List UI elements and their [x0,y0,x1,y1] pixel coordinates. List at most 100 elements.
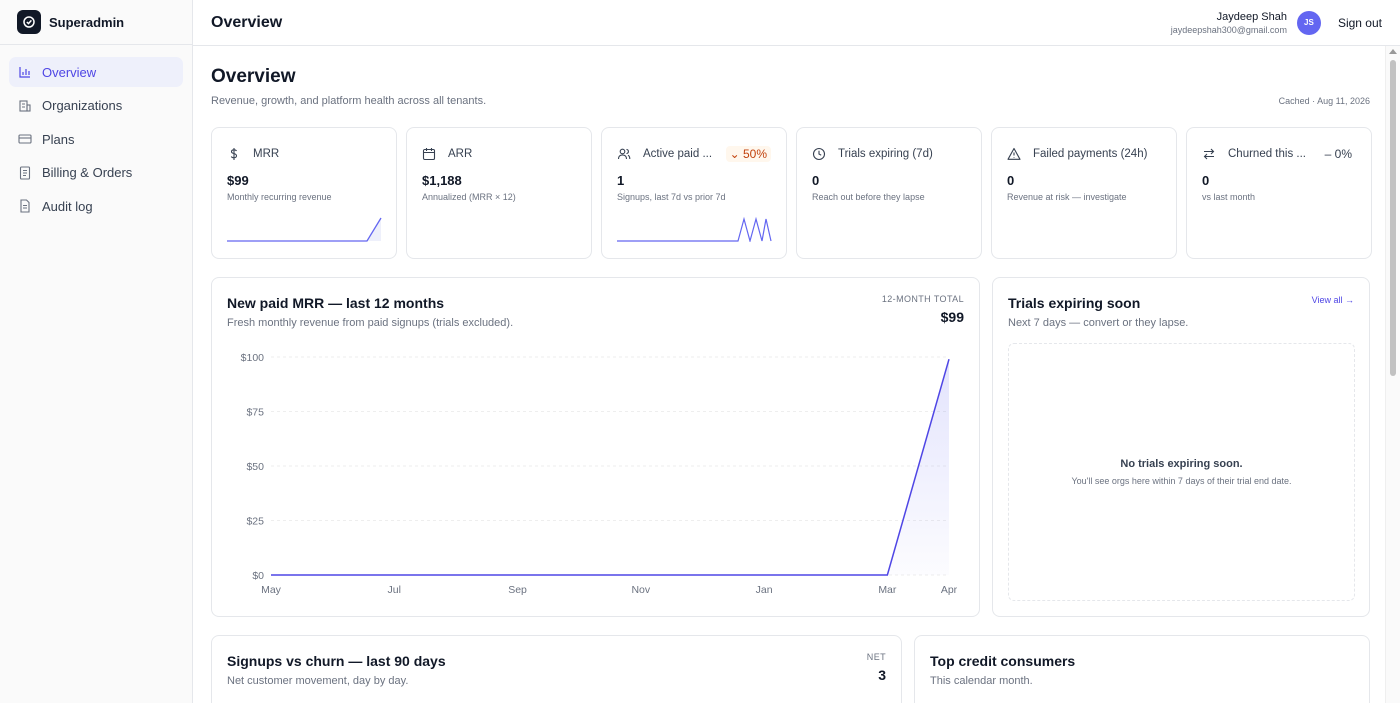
net-value: 3 [878,667,886,683]
empty-state-title: No trials expiring soon. [1120,458,1243,470]
sidebar-item-label: Billing & Orders [42,165,133,180]
trials-expiring-panel: Trials expiring soon Next 7 days — conve… [992,277,1370,617]
user-info: Jaydeep Shah jaydeepshah300@gmail.com [1171,11,1287,35]
kpi-card-churned[interactable]: Churned this ... – 0% 0 vs last month [1186,127,1372,259]
users-icon [617,147,631,161]
kpi-label: Failed payments (24h) [1033,148,1148,160]
brand-logo-icon [17,10,41,34]
arrows-swap-icon [1202,147,1216,161]
brand[interactable]: Superadmin [0,0,192,45]
total-value: $99 [940,309,964,325]
kpi-subtitle: vs last month [1202,192,1256,202]
credits-panel-subtitle: This calendar month. [930,675,1033,687]
signups-churn-panel: Signups vs churn — last 90 days Net cust… [211,635,902,703]
user-area: Jaydeep Shah jaydeepshah300@gmail.com JS… [1171,10,1382,35]
sidebar: Superadmin Overview Organizations Plans [0,0,193,703]
dollar-icon [227,147,241,161]
y-tick-label: $0 [252,570,264,582]
building-icon [18,99,32,113]
total-label: 12-MONTH TOTAL [881,294,964,304]
sidebar-item-label: Plans [42,131,75,147]
brand-name: Superadmin [49,14,125,30]
kpi-card-trials-expiring[interactable]: Trials expiring (7d) 0 Reach out before … [796,127,982,259]
x-tick-label: May [261,584,282,596]
trend-value: 0% [1334,147,1352,161]
file-text-icon [18,199,32,213]
alert-triangle-icon [1007,147,1021,161]
kpi-label: Trials expiring (7d) [838,148,933,160]
trend-badge: ⌄ 50% [725,146,771,162]
x-tick-label: Jul [388,584,401,596]
credits-panel-title: Top credit consumers [930,653,1076,669]
kpi-label: Churned this ... [1228,148,1306,160]
trend-badge: – 0% [1321,146,1356,162]
y-tick-label: $75 [246,407,264,419]
kpi-card-arr[interactable]: ARR $1,188 Annualized (MRR × 12) [406,127,592,259]
x-tick-label: Apr [941,584,958,596]
kpi-subtitle: Reach out before they lapse [812,192,925,202]
trials-panel-subtitle: Next 7 days — convert or they lapse. [1008,317,1189,329]
y-tick-label: $100 [241,352,265,364]
x-tick-label: Jan [756,584,773,596]
empty-state-subtitle: You'll see orgs here within 7 days of th… [1071,476,1292,486]
sidebar-item-label: Organizations [42,98,123,113]
scrollbar-thumb[interactable] [1390,60,1396,376]
kpi-value: $1,188 [422,173,462,188]
y-tick-label: $50 [246,461,264,473]
signups-sparkline [617,216,772,242]
kpi-row: MRR $99 Monthly recurring revenue ARR [211,127,1372,259]
kpi-value: 0 [1007,173,1015,188]
sidebar-item-label: Audit log [42,198,93,214]
trials-panel-title: Trials expiring soon [1008,295,1141,311]
kpi-card-mrr[interactable]: MRR $99 Monthly recurring revenue [211,127,397,259]
sidebar-item-billing[interactable]: Billing & Orders [9,158,183,188]
trend-down-icon: ⌄ [729,147,740,161]
signups-panel-title: Signups vs churn — last 90 days [227,653,446,669]
receipt-icon [18,165,32,180]
kpi-card-active-paid[interactable]: Active paid ... ⌄ 50% 1 Signups, last 7d… [601,127,787,259]
header-title: Overview [211,13,283,31]
trend-value: 50% [742,147,767,161]
kpi-subtitle: Monthly recurring revenue [227,192,332,202]
kpi-value: 0 [812,173,820,188]
cached-timestamp: Cached · Aug 11, 2026 [1278,96,1370,106]
kpi-value: 0 [1202,173,1210,188]
user-email: jaydeepshah300@gmail.com [1170,24,1287,35]
kpi-value: $99 [227,173,249,188]
scrollbar[interactable] [1385,46,1400,703]
calendar-icon [422,147,436,161]
mrr-sparkline [227,217,382,242]
sign-out-button[interactable]: Sign out [1337,15,1382,30]
kpi-card-failed-payments[interactable]: Failed payments (24h) 0 Revenue at risk … [991,127,1177,259]
top-credit-consumers-panel: Top credit consumers This calendar month… [914,635,1370,703]
view-all-link[interactable]: View all → [1311,295,1354,305]
sidebar-nav: Overview Organizations Plans Billing & O… [0,45,192,237]
user-name: Jaydeep Shah [1216,10,1287,23]
sidebar-item-organizations[interactable]: Organizations [9,91,183,121]
kpi-subtitle: Signups, last 7d vs prior 7d [617,192,726,202]
clock-icon [812,147,826,161]
signups-panel-subtitle: Net customer movement, day by day. [227,675,409,687]
bar-chart-icon [18,65,32,79]
empty-state: No trials expiring soon. You'll see orgs… [1008,343,1355,601]
y-tick-label: $25 [246,516,264,528]
kpi-subtitle: Annualized (MRR × 12) [422,192,516,202]
topbar: Overview Jaydeep Shah jaydeepshah300@gma… [193,0,1400,46]
page-title: Overview [211,66,296,87]
kpi-label: MRR [253,148,280,160]
sidebar-item-overview[interactable]: Overview [9,57,183,87]
scroll-up-arrow-icon[interactable] [1389,49,1397,54]
sidebar-item-label: Overview [42,64,97,80]
x-tick-label: Nov [631,584,650,596]
main-area: Overview Jaydeep Shah jaydeepshah300@gma… [193,0,1400,703]
avatar[interactable]: JS [1296,10,1321,35]
sidebar-item-audit-log[interactable]: Audit log [9,191,183,221]
mrr-chart: $0 $25 $50 $75 $100 May Jul Sep Nov Jan Mar Apr [241,352,958,596]
mrr-panel-subtitle: Fresh monthly revenue from paid signups … [227,317,514,329]
mrr-line [271,358,950,576]
trend-flat-icon: – [1324,147,1332,161]
kpi-subtitle: Revenue at risk — investigate [1007,192,1127,202]
x-tick-label: Mar [878,584,897,596]
sidebar-item-plans[interactable]: Plans [9,124,183,154]
mrr-area [271,359,949,575]
